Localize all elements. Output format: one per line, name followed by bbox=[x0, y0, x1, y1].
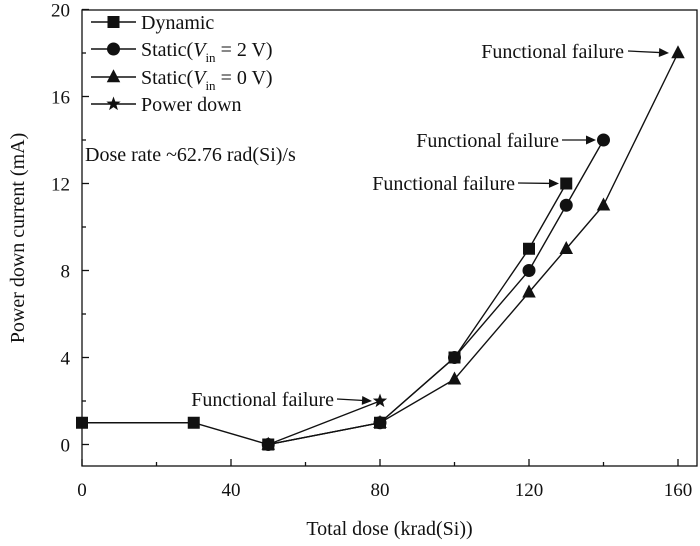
series-line bbox=[267, 400, 381, 446]
data-point-triangle bbox=[447, 371, 462, 385]
legend-marker-star bbox=[106, 96, 121, 111]
y-tick-label: 16 bbox=[51, 88, 70, 109]
annotation-functional-failure-140: Functional failure bbox=[416, 130, 596, 152]
annotation-text: Functional failure bbox=[372, 173, 515, 195]
data-point-triangle bbox=[373, 415, 387, 428]
annotation-functional-failure-80: Functional failure bbox=[191, 389, 372, 411]
annotation-arrow-line bbox=[627, 50, 664, 54]
axes: 0 40 80 120 160 0 4 8 12 16 20 Total dose (krad(Si)… bbox=[7, 1, 698, 540]
y-tick-label: 20 bbox=[51, 1, 70, 22]
x-tick-label: 120 bbox=[515, 480, 544, 501]
data-point-star bbox=[372, 393, 388, 408]
annotation-dose-rate: Dose rate ~62.76 rad(Si)/s bbox=[85, 144, 296, 166]
annotations: Dose rate ~62.76 rad(Si)/s Functional fai… bbox=[85, 41, 669, 411]
x-tick-label: 80 bbox=[371, 480, 390, 501]
legend-item-static-vin-2v: Static(Vin = 2 V) bbox=[91, 39, 273, 65]
x-tick-label: 160 bbox=[664, 480, 693, 501]
annotation-functional-failure-160: Functional failure bbox=[481, 41, 669, 63]
x-tick-label: 0 bbox=[77, 480, 87, 501]
data-point-square bbox=[560, 177, 573, 190]
y-tick-label: 0 bbox=[61, 436, 71, 457]
data-point-circle bbox=[448, 351, 461, 364]
annotation-arrow-head bbox=[586, 135, 596, 145]
annotation-arrow-head bbox=[658, 48, 669, 58]
data-point-triangle bbox=[559, 241, 573, 254]
legend-item-power-down: Power down bbox=[91, 94, 242, 116]
y-axis-title: Power down current (mA) bbox=[7, 133, 29, 344]
legend-label: Dynamic bbox=[141, 12, 214, 34]
annotation-arrow-head bbox=[361, 395, 372, 405]
y-tick-label: 4 bbox=[61, 349, 71, 370]
legend-label: Power down bbox=[141, 94, 242, 116]
data-point-circle bbox=[559, 198, 573, 212]
legend-marker-square bbox=[107, 16, 120, 28]
x-tick-label: 40 bbox=[222, 480, 241, 501]
legend-label: Static(Vin = 2 V) bbox=[141, 39, 273, 65]
y-tick-label: 12 bbox=[51, 175, 70, 196]
data-point-star bbox=[261, 437, 276, 451]
data-point-square bbox=[187, 416, 200, 429]
annotation-functional-failure-130: Functional failure bbox=[372, 173, 559, 195]
annotation-text: Functional failure bbox=[191, 389, 334, 411]
series-static-vin-0v bbox=[261, 45, 685, 450]
legend: Dynamic Static(Vin = 2 V)Static(Vin = 0 V… bbox=[91, 12, 273, 116]
data-point-circle bbox=[597, 133, 610, 147]
data-point-triangle bbox=[671, 45, 685, 59]
data-point-triangle bbox=[522, 284, 536, 298]
plot-frame bbox=[81, 9, 698, 467]
annotation-text: Functional failure bbox=[416, 130, 559, 152]
data-point-circle bbox=[522, 264, 536, 277]
data-point-square bbox=[523, 242, 535, 255]
legend-item-dynamic: Dynamic bbox=[91, 12, 214, 34]
series-layer bbox=[76, 45, 685, 451]
x-axis-title: Total dose (krad(Si)) bbox=[306, 518, 472, 540]
y-tick-label: 8 bbox=[61, 262, 71, 283]
series-line bbox=[268, 52, 679, 446]
legend-marker-circle bbox=[107, 42, 120, 56]
series-power-down bbox=[261, 393, 388, 451]
annotation-arrow-line bbox=[336, 398, 367, 402]
annotation-text: Dose rate ~62.76 rad(Si)/s bbox=[85, 144, 296, 166]
data-point-triangle bbox=[596, 197, 611, 211]
legend-item-static-vin-0v: Static(Vin = 0 V) bbox=[91, 67, 273, 93]
annotation-text: Functional failure bbox=[481, 41, 624, 63]
legend-label: Static(Vin = 0 V) bbox=[141, 67, 273, 93]
legend-marker-triangle bbox=[106, 69, 121, 83]
annotation-arrow-head bbox=[548, 178, 559, 188]
